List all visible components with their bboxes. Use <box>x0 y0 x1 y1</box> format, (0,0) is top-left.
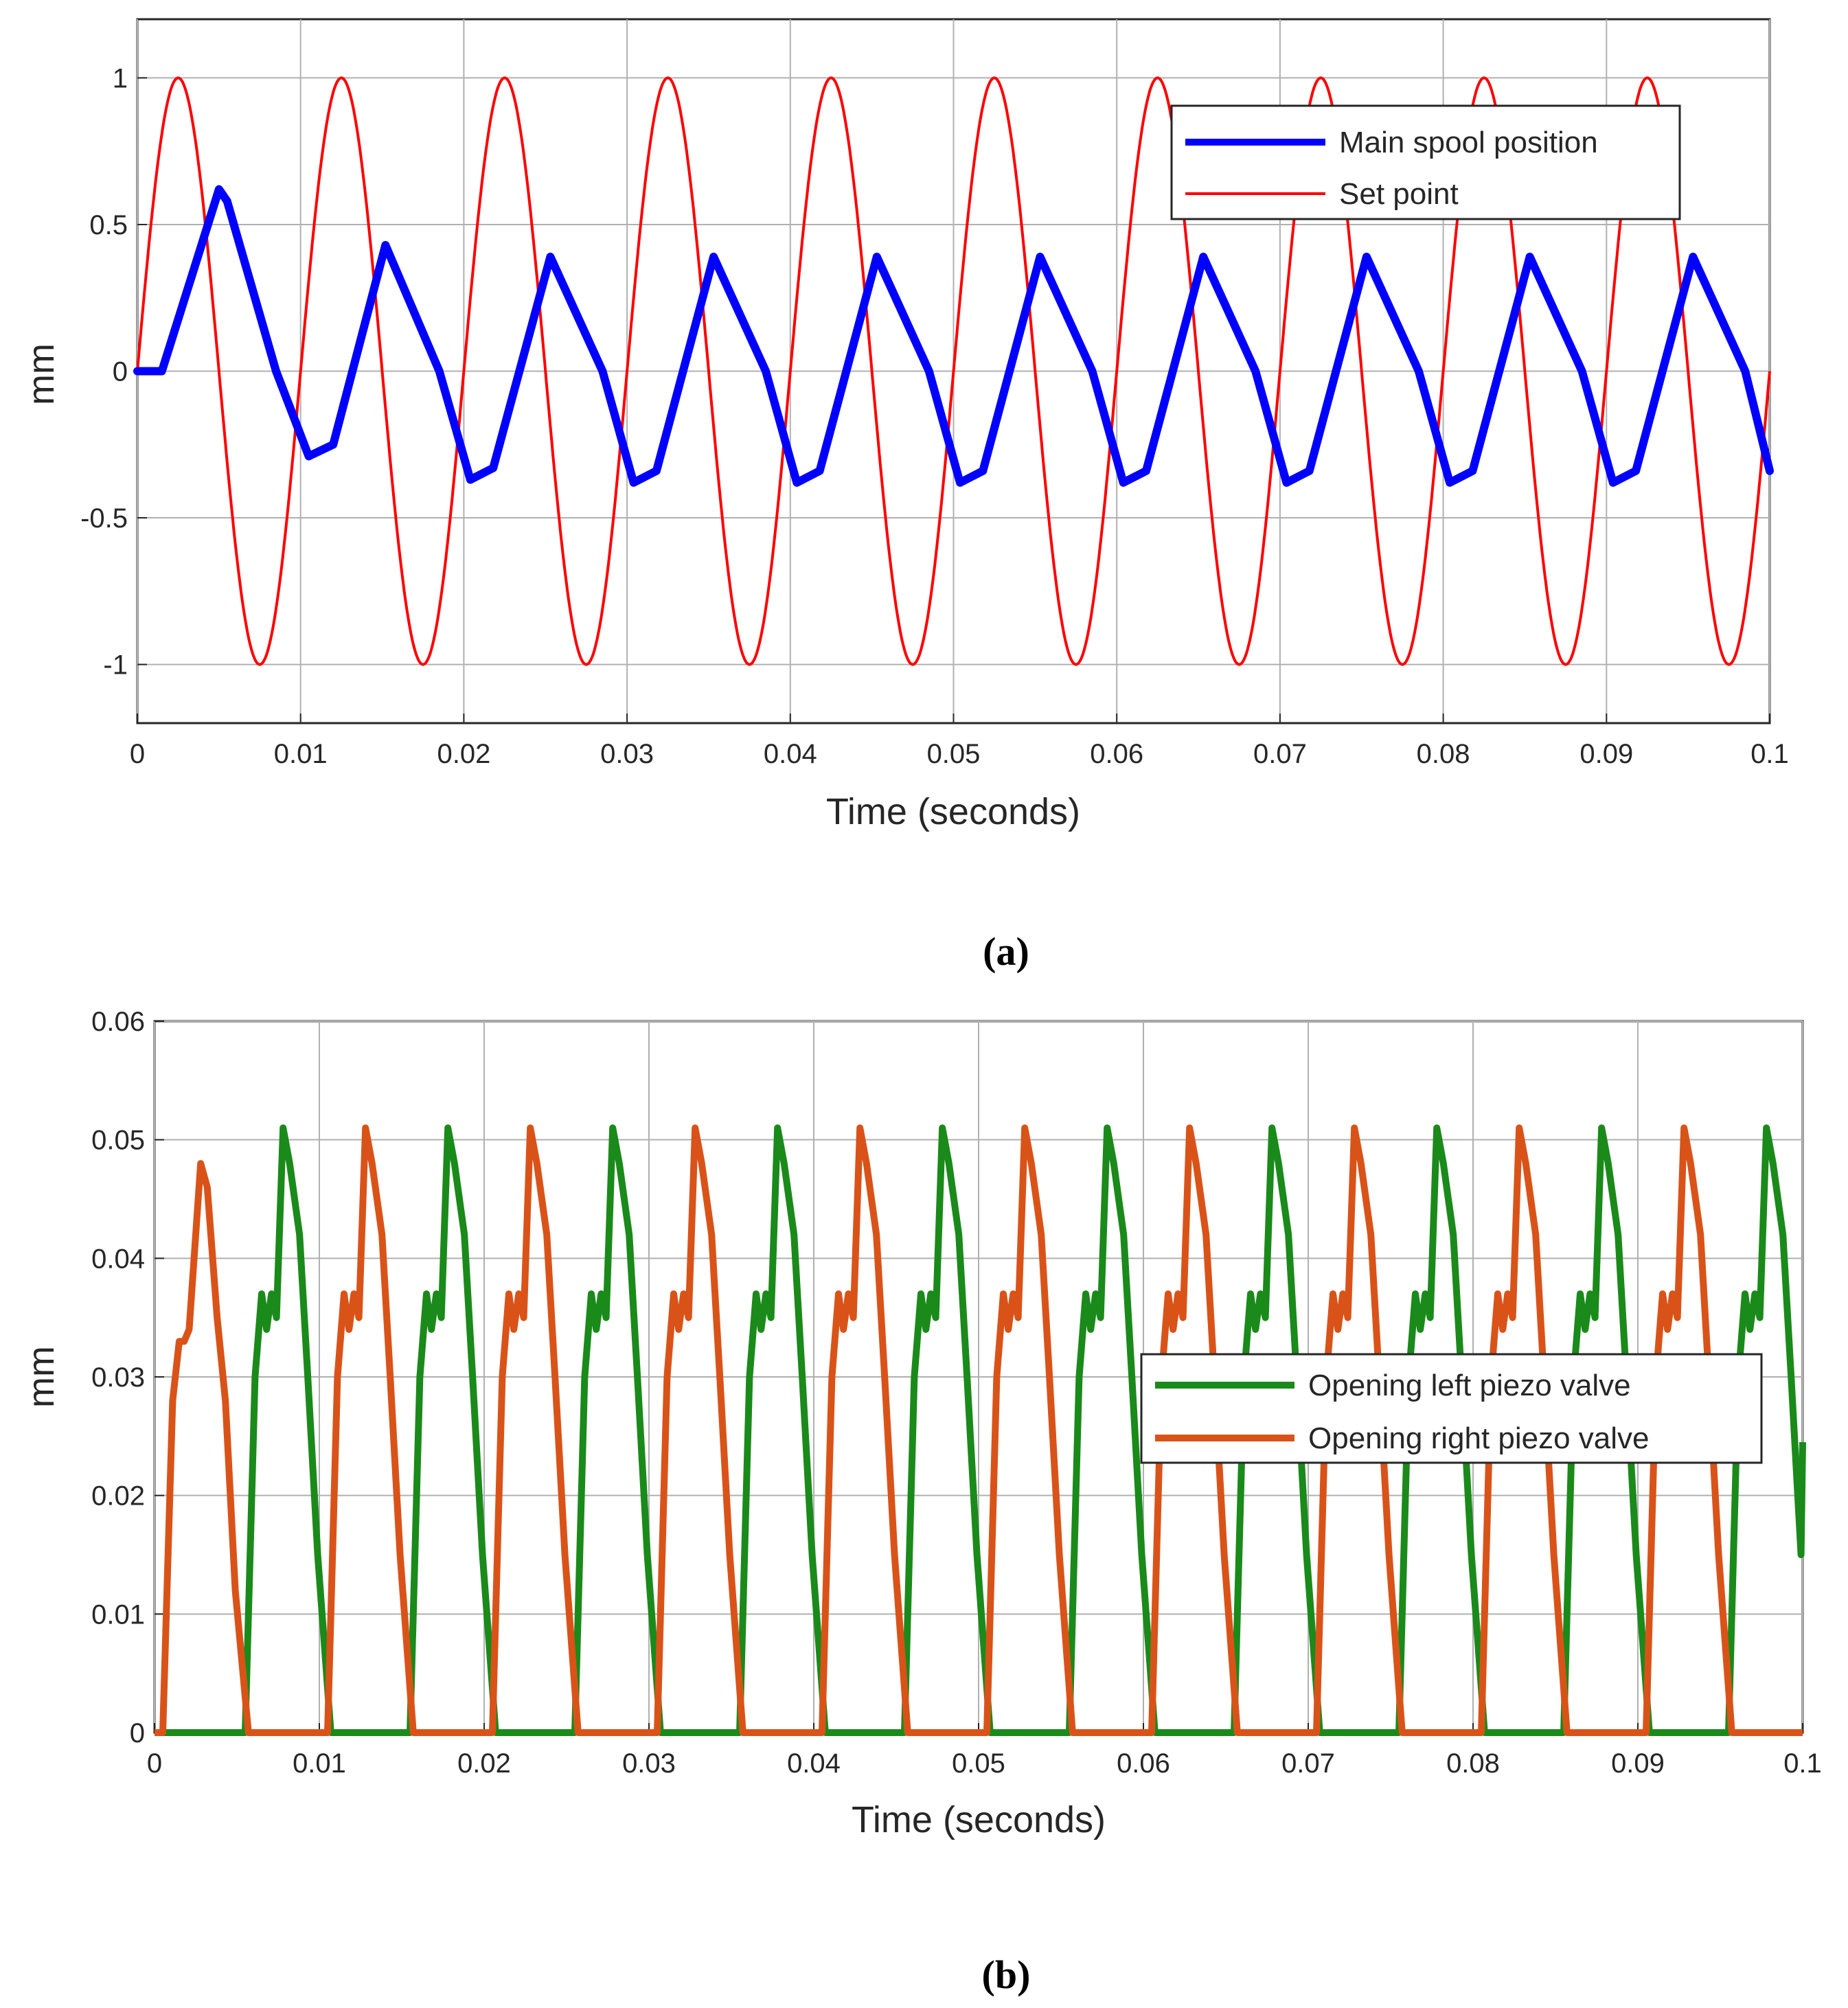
chart-b-xtick-label: 0.05 <box>952 1748 1005 1779</box>
chart-b-xtick-label: 0.08 <box>1446 1748 1500 1779</box>
chart-a-xtick-label: 0.01 <box>274 739 328 769</box>
chart-a-xtick-label: 0.03 <box>600 739 654 769</box>
chart-b-ytick-label: 0.05 <box>91 1126 145 1156</box>
chart-b-xtick-label: 0 <box>147 1748 162 1779</box>
chart-b: 0 0.01 0.02 0.03 0.04 0.05 0.06 0.07 0.08 0.09 0.1… <box>21 1007 1822 1997</box>
chart-b-ytick-label: 0.01 <box>91 1599 145 1630</box>
chart-b-xtick-label: 0.03 <box>622 1748 676 1779</box>
chart-b-ytick-label: 0.03 <box>91 1362 145 1393</box>
chart-a-xtick-label: 0.02 <box>437 739 490 769</box>
chart-a: 0 0.01 0.02 0.03 0.04 0.05 0.06 0.07 0.08 0.09 0.1… <box>21 18 1789 974</box>
chart-a-xtick-label: 0.09 <box>1579 739 1633 769</box>
chart-b-series <box>155 1124 1806 1736</box>
chart-b-ylabel: mm <box>21 1346 62 1408</box>
chart-a-xtick-label: 0.1 <box>1750 739 1789 769</box>
series-main-spool-position <box>133 185 1774 487</box>
chart-a-legend-label-set-point: Set point <box>1339 177 1459 211</box>
chart-a-xtick-label: 0.07 <box>1253 739 1307 769</box>
chart-a-xtick-label: 0 <box>130 739 145 769</box>
chart-a-ylabel: mm <box>21 343 62 405</box>
chart-b-xlabel: Time (seconds) <box>852 1799 1106 1840</box>
chart-a-caption: (a) <box>983 929 1029 974</box>
chart-a-xtick-label: 0.06 <box>1090 739 1143 769</box>
chart-a-ytick-label: -1 <box>103 650 128 681</box>
chart-b-xtick-label: 0.07 <box>1281 1748 1335 1779</box>
chart-a-ytick-label: -0.5 <box>80 503 128 534</box>
chart-b-xtick-label: 0.06 <box>1117 1748 1170 1779</box>
chart-b-xtick-label: 0.04 <box>787 1748 841 1779</box>
chart-a-xtick-label: 0.08 <box>1417 739 1470 769</box>
chart-b-xtick-label: 0.02 <box>457 1748 511 1779</box>
chart-b-legend: Opening left piezo valve Opening right p… <box>1140 1353 1763 1464</box>
chart-b-ytick-label: 0.02 <box>91 1481 145 1511</box>
chart-b-legend-label-left-valve: Opening left piezo valve <box>1308 1369 1631 1402</box>
chart-a-legend-box <box>1170 104 1681 220</box>
chart-a-xtick-label: 0.04 <box>764 739 817 769</box>
chart-b-xtick-label: 0.09 <box>1611 1748 1665 1779</box>
chart-b-caption: (b) <box>982 1952 1031 1997</box>
series-right-piezo-valve <box>155 1124 1803 1736</box>
chart-b-ytick-label: 0.04 <box>91 1244 145 1274</box>
chart-b-xtick-label: 0.1 <box>1783 1748 1822 1779</box>
chart-a-ytick-label: 1 <box>113 63 128 93</box>
chart-b-legend-label-right-valve: Opening right piezo valve <box>1308 1422 1650 1455</box>
chart-b-legend-box <box>1140 1353 1763 1464</box>
chart-a-ticks: 0 0.01 0.02 0.03 0.04 0.05 0.06 0.07 0.08 0.09 0.1… <box>80 63 1789 769</box>
chart-a-xtick-label: 0.05 <box>927 739 981 769</box>
chart-b-ytick-label: 0 <box>130 1718 145 1748</box>
chart-a-legend: Main spool position Set point <box>1170 104 1681 220</box>
chart-b-ytick-label: 0.06 <box>91 1007 145 1037</box>
chart-a-ytick-label: 0.5 <box>89 210 128 240</box>
chart-b-xtick-label: 0.01 <box>293 1748 346 1779</box>
chart-a-ytick-label: 0 <box>113 357 128 387</box>
chart-a-xlabel: Time (seconds) <box>826 791 1080 832</box>
chart-a-legend-label-main-spool: Main spool position <box>1339 126 1598 159</box>
